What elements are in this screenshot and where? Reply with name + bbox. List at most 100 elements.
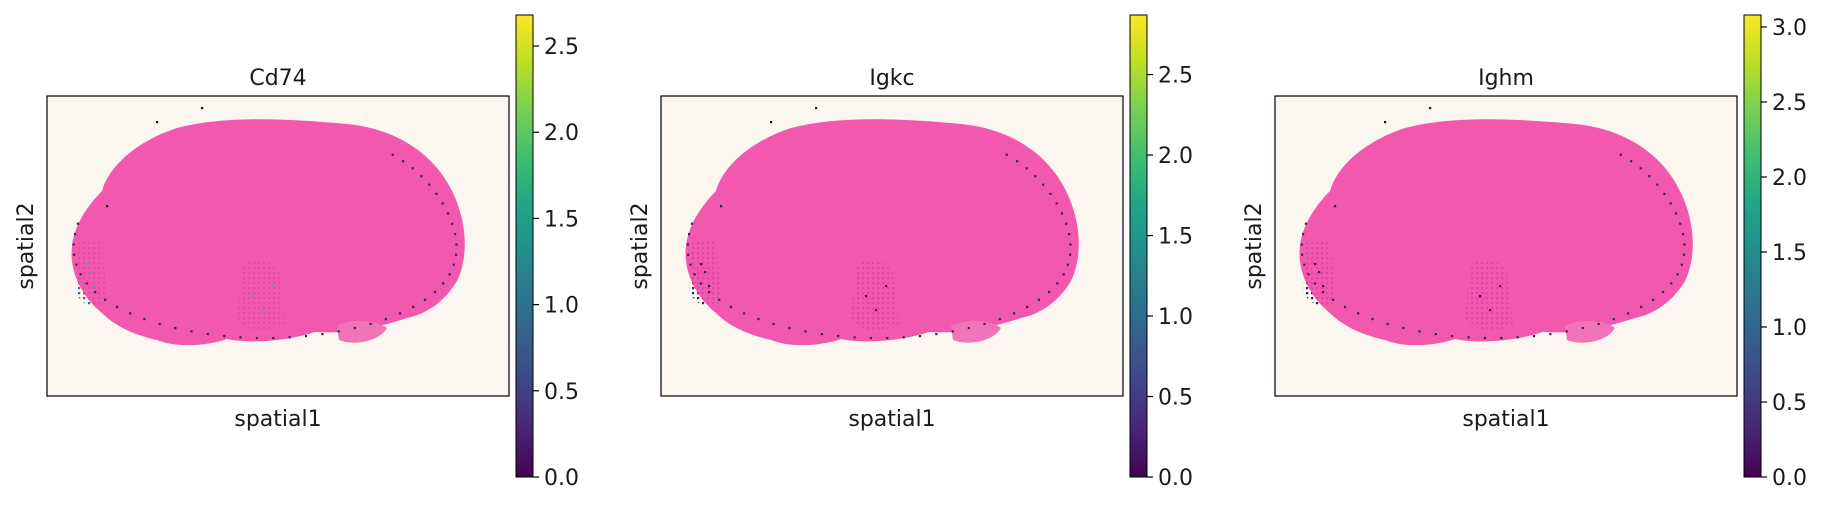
expression-spot [708, 290, 711, 294]
expression-spot [1056, 282, 1059, 285]
expression-spot [115, 305, 119, 309]
expression-spot [1418, 330, 1421, 333]
tissue-layer [71, 107, 465, 346]
tissue-section [685, 119, 1079, 346]
plot-title: Cd74 [249, 66, 306, 91]
expression-spot [261, 309, 264, 312]
expression-spot [1619, 153, 1622, 156]
plot-title: Ighm [1478, 66, 1534, 91]
expression-spot [1683, 243, 1686, 246]
x-axis-label: spatial1 [1462, 407, 1549, 432]
tissue-layer [1299, 107, 1693, 346]
expression-spot [402, 160, 405, 163]
expression-spot [206, 332, 209, 336]
expression-spot [1532, 334, 1536, 338]
expression-spot [391, 153, 394, 156]
expression-spot [687, 253, 690, 256]
expression-spot [129, 312, 132, 315]
tissue-layer [685, 107, 1079, 346]
expression-spot [1429, 107, 1432, 110]
expression-spot [951, 330, 954, 333]
expression-spot [788, 326, 791, 330]
expression-spot [865, 295, 868, 298]
expression-spot [223, 334, 226, 338]
tissue-section [1299, 119, 1693, 346]
expression-spot [885, 285, 888, 288]
expression-spot [700, 263, 703, 266]
expression-spot [902, 336, 905, 339]
expression-spot [1499, 285, 1502, 288]
expression-spot [693, 273, 696, 276]
expression-spot [1597, 322, 1600, 326]
axes-frame [1274, 95, 1738, 397]
expression-spot [1682, 233, 1685, 236]
expression-spot [1334, 205, 1337, 208]
expression-spot [1651, 298, 1655, 301]
y-axis-label: spatial2 [1242, 202, 1267, 289]
expression-spot [272, 336, 275, 340]
expression-spot [1301, 253, 1304, 256]
colorbar-tick-label: 1.0 [1772, 316, 1807, 341]
expression-spot [804, 330, 807, 333]
expression-spot [708, 285, 711, 288]
expression-spot [1661, 290, 1665, 294]
expression-spot [455, 243, 458, 246]
expression-spot [1676, 273, 1679, 276]
expression-spot [853, 336, 856, 339]
expression-spot [886, 336, 889, 340]
expression-spot [1451, 334, 1454, 338]
colorbar [1129, 14, 1148, 478]
colorbar-tick-label: 1.0 [544, 294, 579, 319]
expression-spot [441, 202, 444, 205]
expression-spot [304, 334, 308, 338]
expression-spot [452, 263, 455, 266]
expression-spot [689, 263, 692, 266]
expression-spot [1669, 202, 1672, 205]
expression-spot [1581, 326, 1584, 330]
expression-spot [983, 322, 986, 326]
expression-spot [1302, 233, 1305, 236]
expression-spot [1303, 263, 1306, 266]
expression-spot [690, 222, 694, 225]
colorbar-tick-label: 0.0 [544, 466, 579, 491]
expression-spot [1062, 273, 1065, 276]
expression-spot [729, 305, 733, 309]
x-axis-label: spatial1 [234, 407, 321, 432]
expression-spot [1318, 271, 1321, 274]
expression-spot [1467, 336, 1470, 339]
expression-spot [837, 334, 840, 338]
expression-spot [1307, 273, 1310, 276]
expression-spot [1066, 263, 1069, 266]
expression-spot [1314, 263, 1317, 266]
expression-spot [423, 298, 427, 301]
expression-spot [337, 330, 340, 333]
expression-spot [1025, 167, 1028, 170]
expression-spot [720, 205, 723, 208]
expression-spot [1055, 202, 1058, 205]
expression-spot [446, 212, 450, 215]
expression-spot [156, 121, 159, 124]
expression-spot [688, 233, 691, 236]
expression-spot [967, 326, 970, 330]
expression-spot [79, 273, 82, 276]
expression-spot [94, 285, 97, 288]
expression-spot [271, 285, 274, 288]
expression-spot [770, 121, 773, 124]
expression-spot [1626, 312, 1630, 315]
expression-spot [369, 322, 372, 326]
expression-spot [1640, 305, 1643, 309]
expression-spot [1483, 336, 1487, 340]
expression-spot [820, 332, 823, 336]
expression-spot [1005, 153, 1008, 156]
expression-spot [935, 332, 938, 336]
expression-spot [704, 271, 707, 274]
expression-spot [1047, 290, 1051, 294]
expression-spot [251, 295, 254, 298]
expression-spot [1332, 298, 1335, 301]
colorbar-tick-label: 1.5 [1158, 225, 1193, 250]
expression-spot [1500, 336, 1503, 340]
expression-spot [1300, 243, 1303, 246]
expression-spot [435, 192, 438, 195]
expression-spot [72, 243, 75, 246]
